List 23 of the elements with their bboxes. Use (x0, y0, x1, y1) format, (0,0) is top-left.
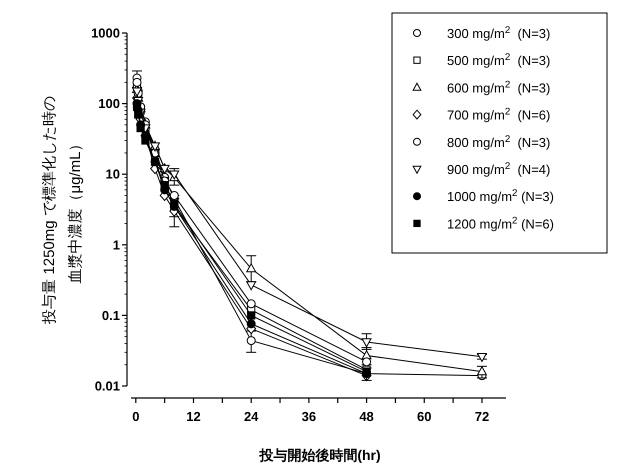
legend-label: 900 mg/m$^{2}$ (N=4) (447, 160, 550, 177)
legend-label: 500 mg/m$^{2}$ (N=3) (447, 52, 550, 68)
x-tick-label: 24 (244, 409, 260, 424)
y-tick-label: 1 (112, 237, 120, 252)
legend-label: 1200 mg/m$^{2}$ (N=6) (447, 214, 554, 232)
legend-label: 700 mg/m$^{2}$ (N=6) (447, 106, 550, 123)
legend-label: 600 mg/m$^{2}$ (N=3) (447, 78, 550, 96)
y-axis-title: 投与量 1250mg で標準化した時の血漿中濃度（μg/mL） (41, 96, 84, 325)
y-tick-label: 1000 (91, 26, 120, 40)
legend-label: 300 mg/m$^{2}$ (N=3) (447, 24, 550, 41)
x-tick-label: 12 (186, 409, 201, 424)
y-tick-label: 0.1 (102, 308, 120, 323)
y-tick-label: 0.01 (94, 378, 120, 394)
x-tick-label: 72 (474, 409, 490, 424)
x-tick-label: 60 (417, 409, 432, 424)
x-tick-label: 36 (302, 409, 316, 424)
x-axis-title: 投与開始後時間(hr) (258, 447, 381, 463)
legend-label: 1000 mg/m$^{2}$ (N=3) (447, 188, 554, 204)
x-tick-label: 48 (359, 409, 374, 424)
legend-label: 800 mg/m$^{2}$ (N=3) (447, 133, 550, 150)
y-tick-label: 100 (98, 96, 120, 112)
x-tick-label: 0 (132, 409, 140, 424)
y-tick-label: 10 (106, 166, 120, 182)
